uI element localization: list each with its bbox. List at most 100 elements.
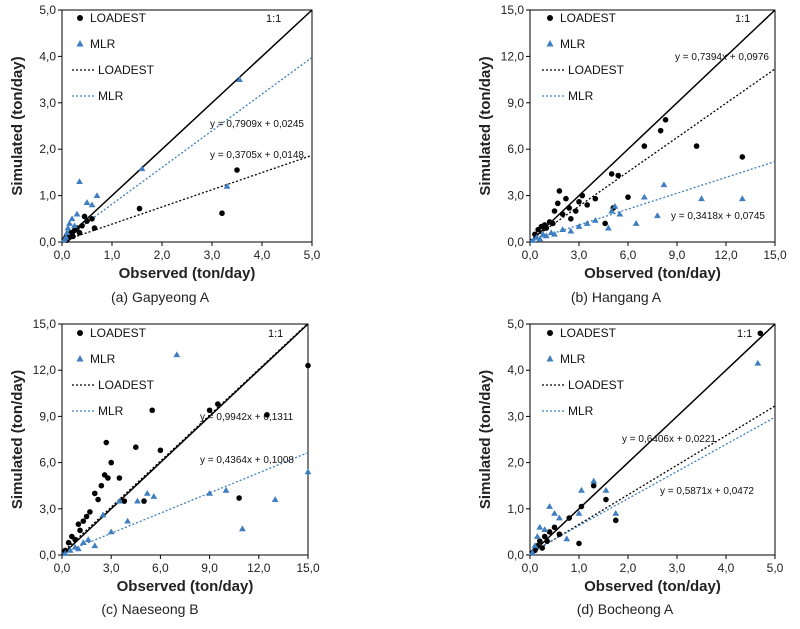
plot-frame xyxy=(529,9,776,243)
mlr-point xyxy=(143,490,151,496)
loadest-point xyxy=(149,407,155,414)
y-axis-label: Simulated (ton/day) xyxy=(477,370,494,509)
loadest-point xyxy=(739,154,746,160)
mlr-point xyxy=(602,486,610,493)
legend-loadest-marker xyxy=(547,15,553,21)
legend-label: MLR xyxy=(98,89,124,103)
loadest-point xyxy=(612,517,619,524)
mlr-point xyxy=(83,199,91,205)
legend-label: LOADEST xyxy=(98,63,155,77)
x-tick-label: 0,0 xyxy=(522,561,539,575)
mlr-point xyxy=(533,533,541,539)
loadest-point xyxy=(136,205,143,212)
mlr-point xyxy=(88,201,96,208)
mlr-point xyxy=(591,216,599,223)
mlr-point xyxy=(738,195,746,202)
mlr-point xyxy=(64,224,72,231)
loadest-point xyxy=(559,211,566,217)
legend-label: MLR xyxy=(90,37,116,51)
x-tick-label: 1,0 xyxy=(571,561,588,575)
legend-label: MLR xyxy=(568,89,594,103)
y-axis-label: Simulated (ton/day) xyxy=(9,56,26,195)
mlr-point xyxy=(75,545,82,552)
x-tick-label: 2,0 xyxy=(154,248,171,262)
y-tick-label: 1,0 xyxy=(39,189,56,203)
trendline-mlr xyxy=(61,452,309,555)
loadest-point xyxy=(590,482,597,489)
x-tick-label: 0,0 xyxy=(54,248,71,262)
trendline-equation: y = 0,5871x + 0,0472 xyxy=(660,486,754,497)
trendline-equation: y = 0,4364x + 0,1008 xyxy=(200,455,294,466)
y-tick-label: 12,0 xyxy=(33,363,57,377)
mlr-point xyxy=(134,497,141,504)
loadest-point xyxy=(602,220,608,227)
legend-label: MLR xyxy=(560,37,586,51)
loadest-point xyxy=(77,527,83,534)
loadest-point xyxy=(121,498,128,504)
loadest-point xyxy=(206,407,213,414)
mlr-point xyxy=(124,517,131,524)
y-tick-label: 6,0 xyxy=(39,456,56,470)
trendline-equation: y = 0,3418x + 0,0745 xyxy=(671,211,765,222)
mlr-point xyxy=(575,510,583,516)
mlr-point xyxy=(542,232,550,239)
mlr-point xyxy=(660,181,668,188)
loadest-point xyxy=(91,225,98,231)
mlr-point xyxy=(567,227,575,234)
legend-label: MLR xyxy=(560,352,586,366)
loadest-point xyxy=(551,524,558,531)
loadest-point xyxy=(566,515,572,521)
loadest-point xyxy=(551,208,558,214)
legend-label: MLR xyxy=(98,404,124,418)
y-tick-label: 3,0 xyxy=(507,189,524,203)
mlr-point xyxy=(654,212,661,219)
loadest-point xyxy=(592,195,599,202)
legend-label: LOADEST xyxy=(568,63,625,77)
loadest-point xyxy=(537,538,543,544)
loadest-point xyxy=(133,444,139,451)
loadest-point xyxy=(141,498,147,504)
chart-panel-3: 0,00,0 3,0 3,0 6,0 6,0 9,0 9,0 12,0 12,0 15,0 15,0… xyxy=(9,317,320,617)
trendline-equation: y = 0,7394x + 0,0976 xyxy=(675,52,769,63)
trendline-loadest xyxy=(61,154,313,242)
x-tick-label: 9,0 xyxy=(669,248,686,262)
chart-panel-1: 0,00,0 1,0 1,0 2,0 2,0 3,0 3,0 4,0 4,0 5,0 5,0 1:1 y… xyxy=(9,3,321,305)
loadest-point xyxy=(550,220,556,227)
x-tick-label: 2,0 xyxy=(620,561,637,575)
x-tick-label: 1,0 xyxy=(104,248,121,262)
legend-mlr-marker xyxy=(546,40,554,47)
mlr-point xyxy=(551,230,558,237)
loadest-point xyxy=(757,330,764,337)
loadest-point xyxy=(70,233,76,240)
y-tick-label: 0,0 xyxy=(507,235,524,249)
loadest-point xyxy=(234,167,240,173)
loadest-point xyxy=(83,513,90,520)
mlr-point xyxy=(578,486,585,493)
loadest-point xyxy=(80,518,87,524)
mlr-point xyxy=(612,510,620,516)
mlr-point xyxy=(62,233,70,240)
legend-label: MLR xyxy=(90,352,116,366)
mlr-point xyxy=(138,165,146,172)
x-tick-label: 6,0 xyxy=(620,248,637,262)
loadest-point xyxy=(305,362,311,369)
y-axis-label: Simulated (ton/day) xyxy=(9,370,26,509)
loadest-point xyxy=(543,225,550,231)
legend-loadest-marker xyxy=(77,330,83,336)
loadest-point xyxy=(98,482,105,489)
loadest-point xyxy=(578,503,585,510)
loadest-point xyxy=(615,172,621,179)
y-tick-label: 1,0 xyxy=(507,502,524,516)
loadest-point xyxy=(219,210,225,217)
x-tick-label: 5,0 xyxy=(767,561,784,575)
trendline-equation: y = 0,9942x + 0,1311 xyxy=(200,412,294,423)
x-tick-label: 3,0 xyxy=(571,248,588,262)
x-axis-label: Observed (ton/day) xyxy=(117,578,254,595)
loadest-point xyxy=(539,545,546,551)
x-tick-label: 3,0 xyxy=(204,248,221,262)
chart-panel-4: 0,00,0 1,0 1,0 2,0 2,0 3,0 3,0 4,0 4,0 5,0 5,0 1:1 y… xyxy=(477,317,784,617)
x-axis-label: Observed (ton/day) xyxy=(119,265,256,282)
loadest-point xyxy=(65,539,72,546)
mlr-point xyxy=(223,182,231,189)
